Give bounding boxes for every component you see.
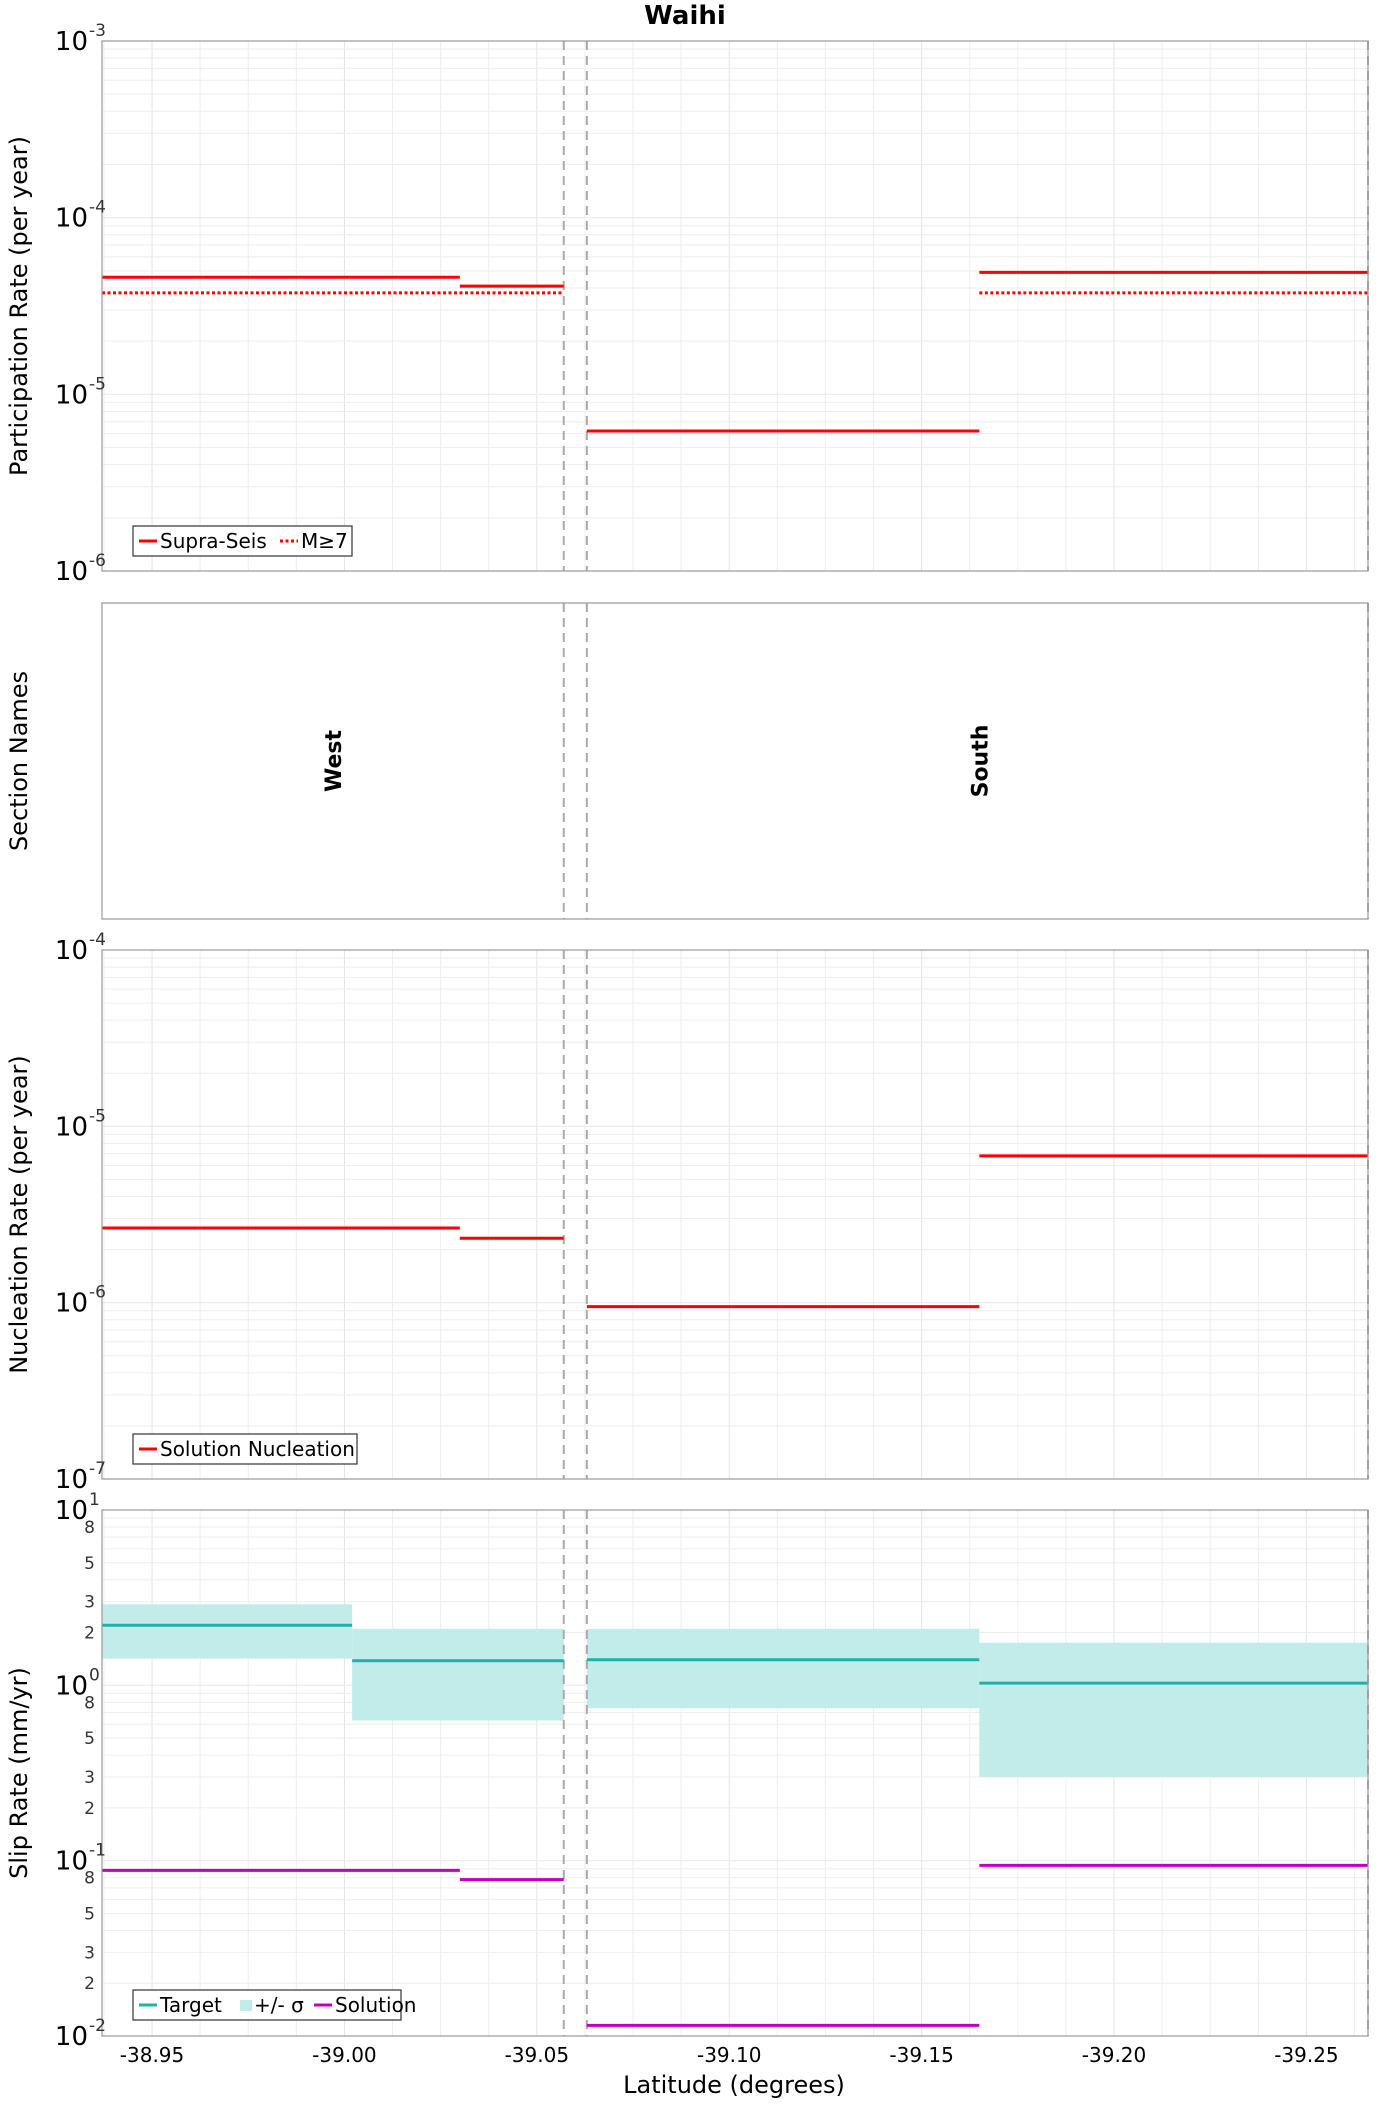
participation-y-tick-power: -3 — [89, 21, 106, 41]
x-tick-label: -39.05 — [505, 2043, 569, 2067]
participation-y-tick-base: 10 — [55, 557, 88, 587]
slip-y-tick-base: 10 — [55, 1847, 88, 1877]
participation-y-tick: 10 -5 — [55, 374, 106, 410]
slip-y-tick: 10 -1 — [55, 1841, 106, 1877]
slip-y-tick-power: 0 — [89, 1665, 100, 1685]
nucleation-y-tick-base: 10 — [55, 1112, 88, 1142]
slip-minor-tick-label: 3 — [84, 1768, 95, 1788]
nucleation-frame — [101, 949, 1369, 1480]
slip-minor-tick-label: 2 — [84, 1624, 95, 1644]
slip-minor-tick-label: 3 — [84, 1593, 95, 1613]
participation-y-tick: 10 -6 — [55, 551, 106, 587]
participation-y-tick: 10 -3 — [55, 21, 106, 57]
slip-legend-label: Solution — [335, 1993, 416, 2017]
slip-minor-tick-label: 5 — [84, 1904, 95, 1924]
x-tick-label: -39.15 — [889, 2043, 953, 2067]
participation-y-tick-power: -6 — [89, 551, 106, 571]
slip-y-tick-base: 10 — [55, 1496, 88, 1526]
nucleation-y-tick-base: 10 — [55, 1289, 88, 1319]
slip-minor-tick-label: 8 — [84, 1869, 95, 1889]
nucleation-legend-box — [132, 1433, 358, 1465]
slip-minor-tick-label: 8 — [84, 1518, 95, 1538]
participation-legend-box — [132, 525, 353, 557]
slip-minor-tick-label: 8 — [84, 1693, 95, 1713]
slip-sigma-band — [352, 1628, 564, 1721]
participation-frame — [101, 40, 1369, 572]
nucleation-y-tick-power: -6 — [89, 1283, 106, 1303]
slip-sigma-band — [586, 1628, 980, 1709]
nucleation-y-tick: 10 -4 — [55, 930, 106, 966]
nucleation-y-tick-power: -5 — [89, 1106, 106, 1126]
slip-y-tick: 10 1 — [55, 1490, 100, 1526]
nucleation-y-tick: 10 -5 — [55, 1106, 106, 1142]
sections-ylabel: Section Names — [5, 671, 33, 851]
nucleation-y-tick-power: -4 — [89, 930, 106, 950]
slip-minor-tick-label: 5 — [84, 1729, 95, 1749]
slip-legend-swatch — [240, 2000, 252, 2011]
x-tick-label: -38.95 — [120, 2043, 184, 2067]
section-name-west: West — [322, 730, 347, 792]
slip-ylabel: Slip Rate (mm/yr) — [5, 1667, 33, 1879]
slip-frame — [101, 1509, 1369, 2037]
slip-y-tick-power: -2 — [89, 2016, 106, 2036]
nucleation-ylabel: Nucleation Rate (per year) — [5, 1055, 33, 1374]
sections-frame — [101, 602, 1369, 920]
x-tick-label: -39.10 — [697, 2043, 761, 2067]
slip-legend-label: +/- σ — [254, 1993, 304, 2017]
x-tick-label: -39.20 — [1082, 2043, 1146, 2067]
section-name-south: South — [968, 725, 993, 798]
x-tick-label: -39.00 — [312, 2043, 376, 2067]
slip-sigma-band — [979, 1642, 1368, 1778]
slip-y-tick: 10 0 — [55, 1665, 100, 1701]
participation-legend-label: Supra-Seis — [160, 529, 267, 553]
slip-y-tick: 10 -2 — [55, 2016, 106, 2052]
nucleation-legend: Solution Nucleation — [132, 1433, 358, 1465]
slip-legend-box — [132, 1989, 402, 2021]
nucleation-y-tick-power: -7 — [89, 1459, 106, 1479]
nucleation-y-tick: 10 -7 — [55, 1459, 106, 1495]
participation-legend: Supra-Seis M≥7 — [132, 525, 353, 557]
slip-y-tick-power: 1 — [89, 1490, 100, 1510]
x-tick-label: -39.25 — [1274, 2043, 1338, 2067]
slip-minor-tick-label: 3 — [84, 1943, 95, 1963]
participation-y-tick-power: -4 — [89, 198, 106, 218]
participation-y-tick-base: 10 — [55, 27, 88, 57]
slip-minor-tick-label: 5 — [84, 1554, 95, 1574]
participation-y-tick-base: 10 — [55, 380, 88, 410]
nucleation-legend-label: Solution Nucleation — [160, 1437, 355, 1461]
slip-sigma-band — [102, 1604, 353, 1659]
participation-legend-label: M≥7 — [301, 529, 348, 553]
nucleation-y-tick-base: 10 — [55, 936, 88, 966]
participation-y-tick-base: 10 — [55, 204, 88, 234]
participation-y-tick: 10 -4 — [55, 198, 106, 234]
slip-legend-label: Target — [159, 1993, 222, 2017]
slip-y-tick-power: -1 — [89, 1841, 106, 1861]
slip-y-tick-base: 10 — [55, 2022, 88, 2052]
chart-title: Waihi — [644, 1, 726, 31]
participation-ylabel: Participation Rate (per year) — [5, 136, 33, 476]
slip-minor-tick-label: 2 — [84, 1799, 95, 1819]
slip-legend: Target +/- σ Solution — [132, 1989, 416, 2021]
nucleation-y-tick: 10 -6 — [55, 1283, 106, 1319]
participation-y-tick-power: -5 — [89, 374, 106, 394]
x-axis-label: Latitude (degrees) — [623, 2071, 845, 2099]
nucleation-y-tick-base: 10 — [55, 1465, 88, 1495]
slip-y-tick-base: 10 — [55, 1671, 88, 1701]
slip-minor-tick-label: 2 — [84, 1974, 95, 1994]
